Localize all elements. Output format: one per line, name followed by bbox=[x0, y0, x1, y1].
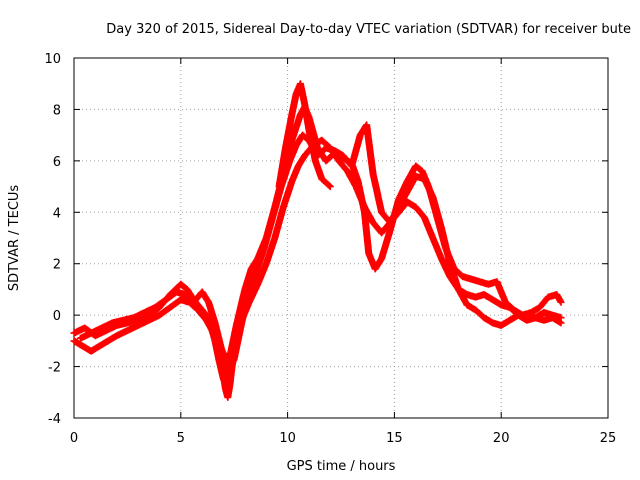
point-markers bbox=[211, 327, 240, 401]
x-axis-label: GPS time / hours bbox=[287, 459, 396, 474]
y-tick-label: -4 bbox=[48, 412, 61, 427]
plot-frame bbox=[73, 57, 609, 419]
series-trace-e bbox=[211, 327, 240, 401]
tick-layer: 0 5 10 15 20 25 -4 -2 0 2 4 6 8 10 bbox=[44, 52, 616, 446]
y-tick-label: 6 bbox=[53, 155, 61, 170]
point-markers bbox=[275, 80, 334, 191]
y-tick-label: 4 bbox=[53, 206, 61, 221]
x-tick-label: 5 bbox=[177, 431, 185, 446]
x-tick-label: 20 bbox=[493, 431, 510, 446]
y-tick-label: 0 bbox=[53, 309, 61, 324]
y-tick-label: -2 bbox=[48, 361, 61, 376]
grid-layer bbox=[74, 58, 608, 418]
x-tick-label: 25 bbox=[600, 431, 617, 446]
y-tick-label: 2 bbox=[53, 258, 61, 273]
series-trace-c bbox=[76, 121, 565, 378]
x-tick-label: 0 bbox=[70, 431, 78, 446]
x-tick-label: 15 bbox=[386, 431, 403, 446]
chart-title: Day 320 of 2015, Sidereal Day-to-day VTE… bbox=[106, 22, 631, 37]
x-tick-label: 10 bbox=[279, 431, 296, 446]
series-trace-d bbox=[275, 80, 334, 191]
y-axis-label: SDTVAR / TECUs bbox=[7, 185, 22, 292]
point-markers bbox=[76, 121, 565, 378]
mark-layer bbox=[70, 80, 565, 401]
y-tick-label: 10 bbox=[44, 52, 61, 67]
y-tick-label: 8 bbox=[53, 103, 61, 118]
